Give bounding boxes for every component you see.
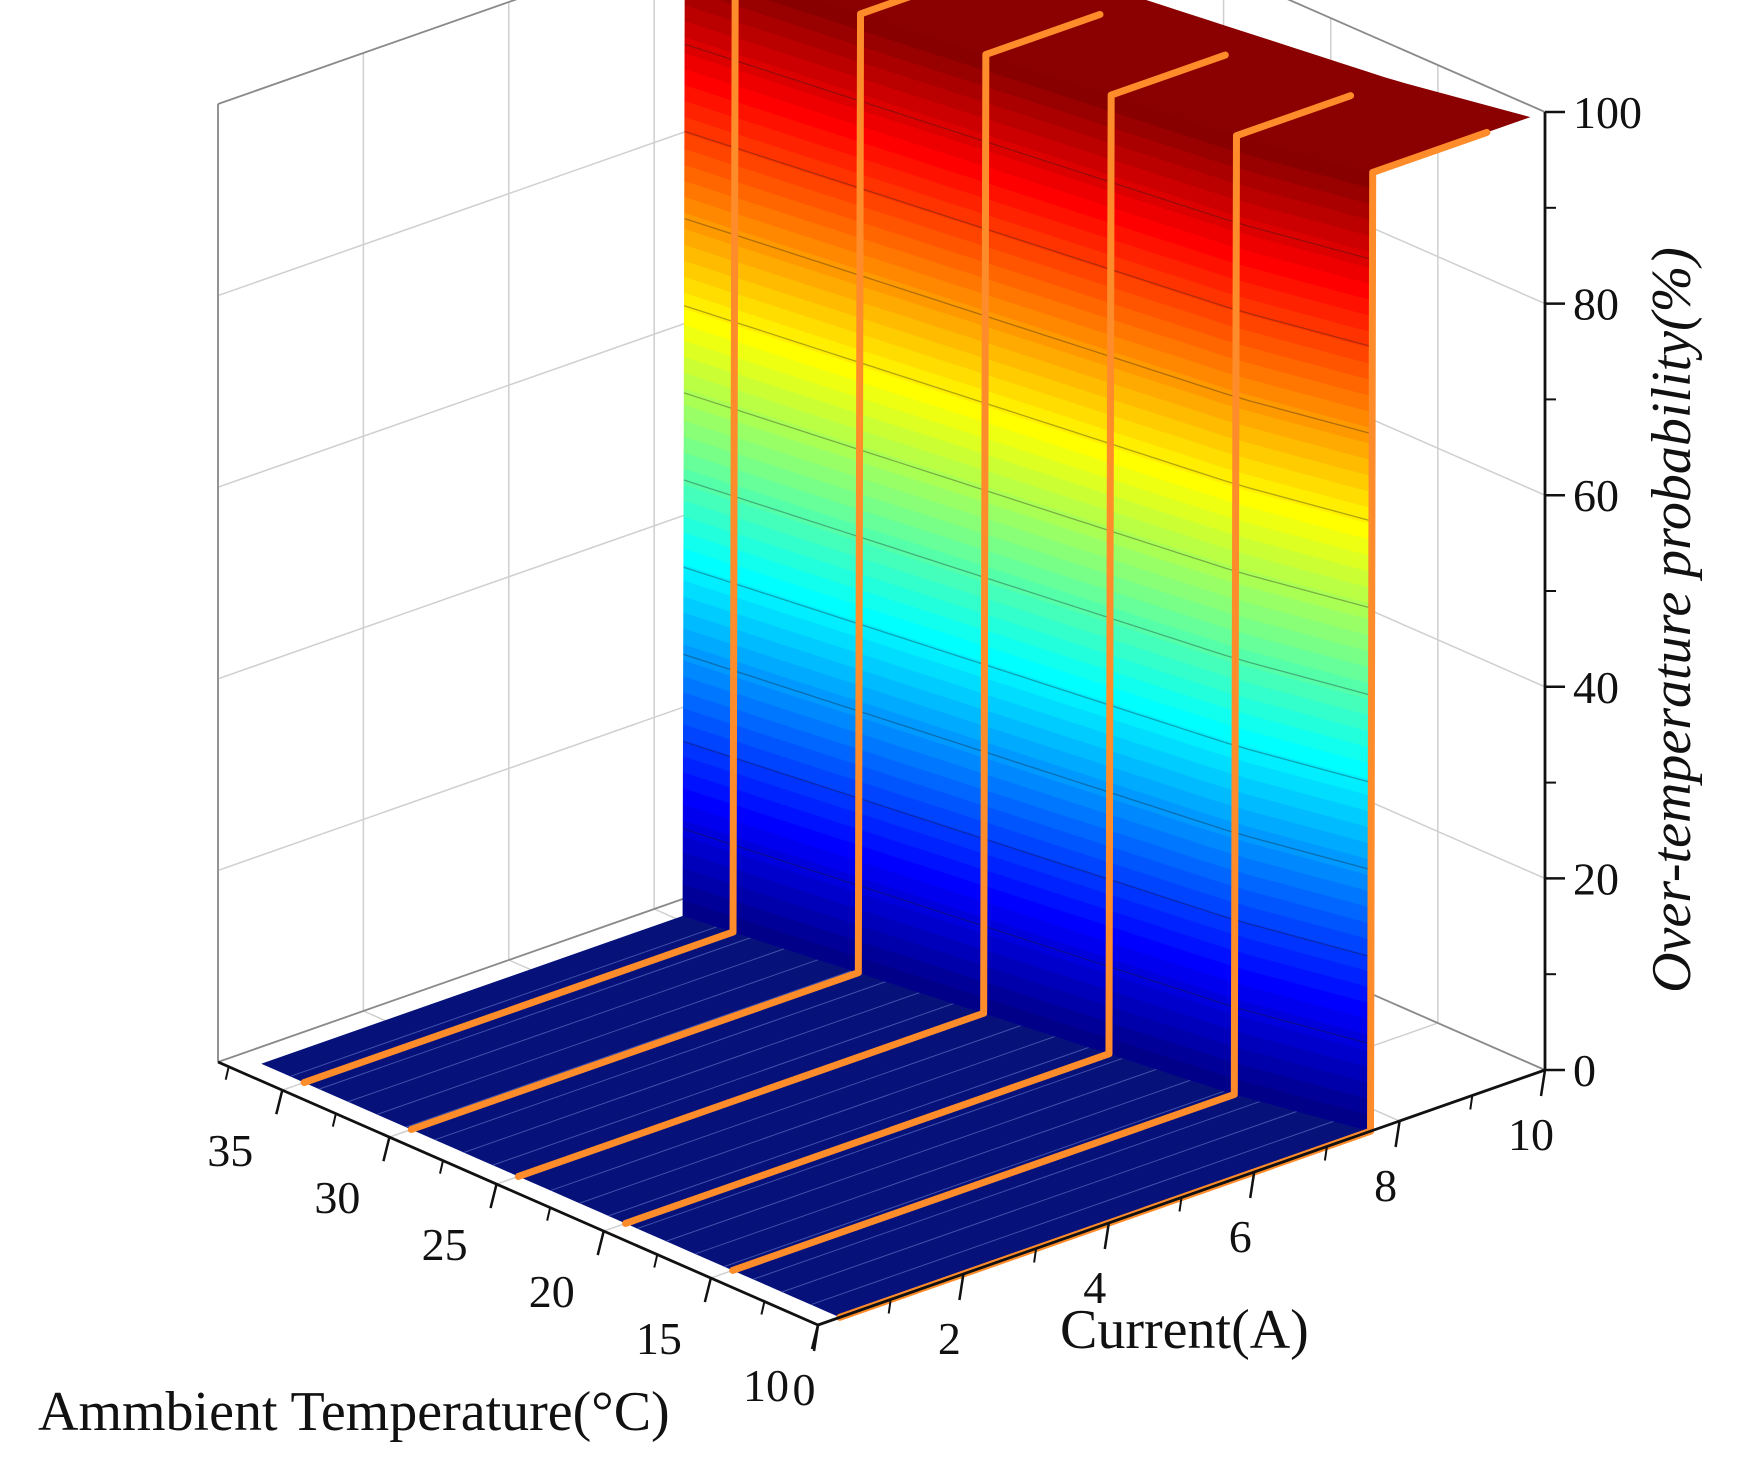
x-tick: [958, 1273, 965, 1301]
x-tick: [1248, 1171, 1256, 1199]
x-minor-tick: [1178, 1197, 1183, 1212]
z-axis-label: Over-temperature probability(%): [1641, 247, 1703, 993]
series-curve-35: [300, 0, 739, 1087]
box-edge: [1287, 0, 1546, 113]
x-tick-label: 10: [1508, 1109, 1554, 1160]
surface-mesh-line: [683, 740, 1372, 958]
y-tick: [596, 1230, 605, 1256]
y-tick-label: 20: [529, 1266, 575, 1317]
surface-mesh-line: [695, 1079, 1191, 1255]
y-minor-tick: [760, 1301, 766, 1315]
y-axis-label: Ammbient Temperature(°C): [38, 1381, 670, 1443]
surface-mesh-line: [579, 1035, 1056, 1204]
z-tick-label: 0: [1573, 1045, 1596, 1096]
surface-mesh-line: [684, 217, 1373, 435]
surface-mesh-line: [608, 1046, 1090, 1217]
x-tick: [1539, 1069, 1547, 1097]
x-minor-tick: [1469, 1095, 1474, 1110]
surface-mesh-line: [683, 479, 1372, 697]
y-tick: [489, 1183, 498, 1209]
x-tick-label: 8: [1374, 1160, 1397, 1211]
surface-mesh-line: [683, 392, 1372, 609]
y-tick-label: 25: [422, 1219, 468, 1270]
surface-mesh-line: [683, 566, 1372, 784]
series-curve-30: [407, 0, 911, 1133]
y-tick-label: 30: [314, 1172, 360, 1223]
y-minor-tick: [546, 1207, 552, 1221]
surface-mesh-line: [376, 959, 819, 1115]
y-tick: [382, 1136, 391, 1162]
surface-mesh-line: [684, 43, 1373, 261]
surface-mesh-line: [723, 1090, 1225, 1268]
x-minor-tick: [887, 1299, 892, 1314]
z-tick-label: 40: [1573, 662, 1619, 713]
series-curve-20: [622, 51, 1229, 1227]
y-minor-tick: [331, 1113, 337, 1127]
y-tick: [275, 1089, 284, 1115]
surface-mesh-line: [637, 1057, 1123, 1230]
surface-mesh-line: [684, 305, 1373, 522]
surface-mesh-line: [318, 937, 751, 1090]
surface-mesh-line: [550, 1024, 1022, 1192]
x-tick-label: 6: [1229, 1211, 1252, 1262]
surface-mesh-line: [347, 948, 785, 1103]
surface-mesh-line: [434, 981, 887, 1141]
series-curve-25: [514, 10, 1104, 1180]
surface-mesh-line: [492, 1003, 954, 1166]
x-tick-label: 4: [1083, 1262, 1106, 1313]
y-axis-line: [217, 1060, 819, 1327]
y-tick: [810, 1324, 820, 1350]
z-tick-label: 60: [1573, 470, 1619, 521]
surface-mesh-line: [463, 992, 920, 1153]
surface-mesh-line: [683, 653, 1372, 871]
surface-floor: [261, 915, 1371, 1318]
surface-mesh-line: [666, 1068, 1157, 1242]
y-tick: [703, 1277, 713, 1303]
surface-cap: [817, 0, 1531, 173]
surface-mesh-line: [405, 970, 853, 1128]
highlight-curves: [300, 0, 1491, 1321]
y-tick-label: 35: [207, 1125, 253, 1176]
x-axis-label: Current(A): [1060, 1299, 1309, 1361]
x-tick: [1103, 1222, 1111, 1250]
x-tick: [1394, 1120, 1401, 1148]
z-tick-label: 20: [1573, 853, 1619, 904]
surface-mesh-line: [682, 828, 1371, 1045]
x-minor-tick: [1033, 1248, 1038, 1263]
y-minor-tick: [653, 1254, 659, 1268]
surface-mesh-line: [290, 926, 717, 1077]
y-minor-tick: [224, 1066, 230, 1080]
surface: [261, 0, 1531, 1318]
x-tick-label: 2: [938, 1313, 961, 1364]
z-tick-label: 80: [1573, 279, 1619, 330]
series-curve-15: [729, 92, 1355, 1274]
y-tick-label: 15: [636, 1313, 682, 1364]
x-tick-label: 0: [793, 1364, 816, 1415]
y-tick-label: 10: [743, 1360, 789, 1411]
series-curve-10: [836, 128, 1491, 1321]
y-minor-tick: [439, 1160, 444, 1174]
surface-mesh-line: [684, 130, 1373, 348]
x-minor-tick: [1323, 1146, 1328, 1161]
surface-mesh-line: [810, 1120, 1334, 1306]
surface-mesh-line: [752, 1100, 1261, 1280]
z-tick-label: 100: [1573, 87, 1642, 138]
box-edge: [217, 0, 518, 105]
surface-mesh-line: [781, 1110, 1298, 1293]
